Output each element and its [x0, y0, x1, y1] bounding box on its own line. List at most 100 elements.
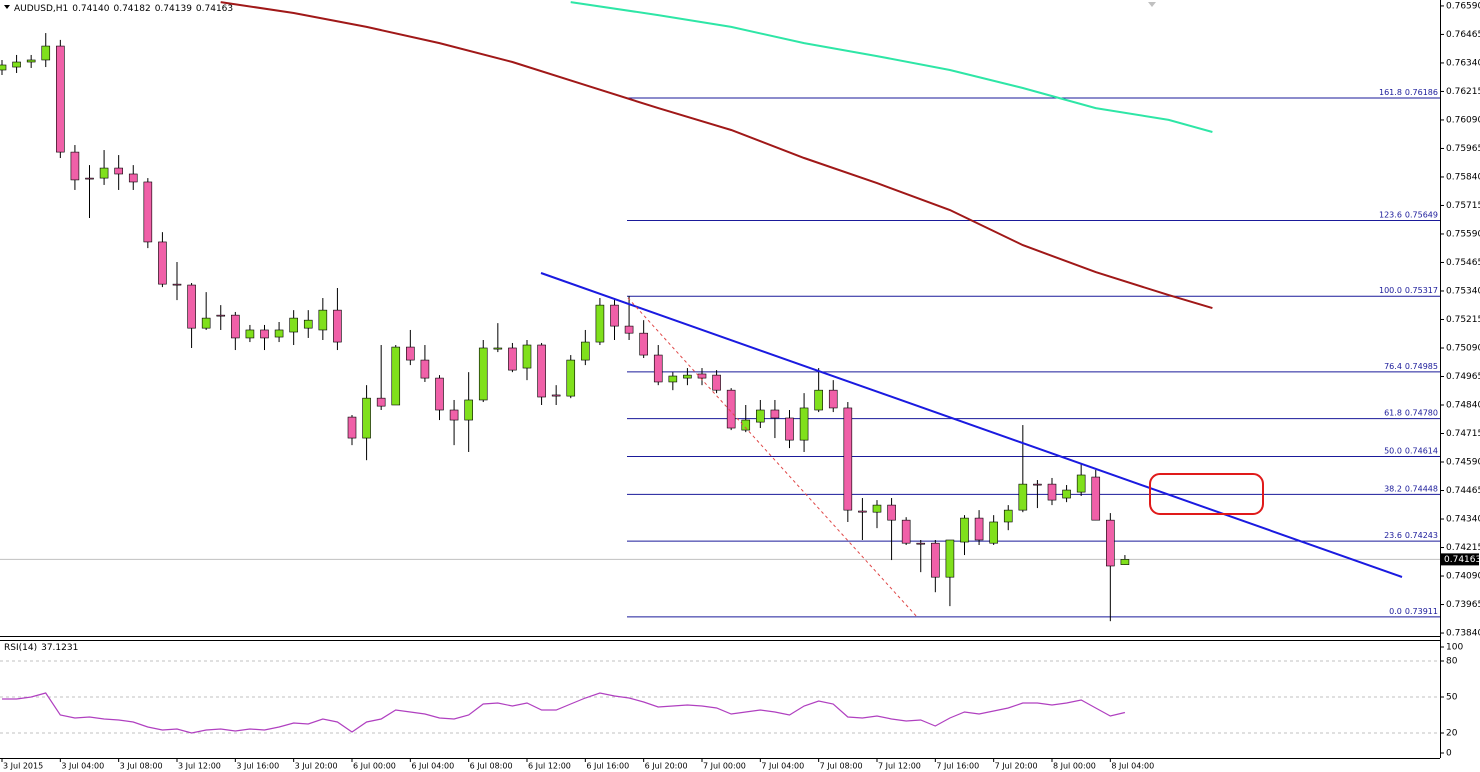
fib-label: 76.4 0.74985 — [1384, 361, 1438, 370]
candle-body — [449, 409, 459, 421]
highlight-box — [1149, 473, 1264, 515]
candle-body — [0, 64, 7, 71]
x-tick-label: 3 Jul 20:00 — [295, 762, 338, 771]
moving-average — [570, 1, 1213, 133]
x-tick-label: 8 Jul 00:00 — [1053, 762, 1096, 771]
candle-body — [464, 399, 473, 421]
x-tick-label: 6 Jul 00:00 — [353, 762, 396, 771]
candle-body — [595, 304, 605, 343]
y-tick-label: 0.74840 — [1446, 400, 1480, 410]
candle-body — [187, 284, 196, 329]
fib-price: 0.75317 — [1405, 286, 1438, 295]
y-tick-label: 0 — [1446, 749, 1452, 759]
candle-body — [683, 374, 692, 379]
candle-body — [333, 309, 342, 343]
candle-body — [41, 45, 51, 61]
candle-body — [143, 181, 153, 243]
candle-body — [522, 344, 532, 369]
x-tick-label: 3 Jul 12:00 — [178, 762, 221, 771]
ohlc-close: 0.74163 — [196, 4, 233, 14]
candle-body — [712, 374, 721, 391]
y-tick-label: 0.76215 — [1446, 87, 1480, 97]
y-tick-label: 50 — [1446, 693, 1458, 703]
candle-body — [376, 397, 386, 407]
candle-body — [931, 542, 940, 578]
candle-body — [478, 347, 488, 401]
ohlc-open: 0.74140 — [72, 4, 109, 14]
candle-body — [508, 347, 517, 371]
candle-body — [639, 332, 648, 356]
menu-icon — [4, 5, 10, 9]
fib-label: 100.0 0.75317 — [1379, 286, 1438, 295]
candle-body — [245, 329, 255, 339]
y-tick-label: 0.76340 — [1446, 58, 1480, 68]
candle-body — [158, 241, 167, 285]
candle-body — [566, 359, 576, 397]
fib-ratio: 23.6 — [1384, 531, 1402, 540]
y-tick-label: 0.73965 — [1446, 600, 1480, 610]
candle-body — [828, 389, 838, 409]
candle-body — [668, 375, 678, 383]
candle-body — [1120, 559, 1130, 565]
candle-body — [799, 407, 809, 441]
candle-body — [362, 397, 371, 439]
x-tick-label: 3 Jul 16:00 — [236, 762, 279, 771]
candle-body — [406, 346, 415, 361]
y-tick-label: 0.75340 — [1446, 286, 1480, 296]
y-tick-label: 0.75965 — [1446, 144, 1480, 154]
x-tick-label: 7 Jul 08:00 — [820, 762, 863, 771]
candle-body — [697, 373, 707, 379]
fib-price: 0.74448 — [1405, 484, 1438, 493]
candle-body — [260, 329, 269, 339]
candle-body — [1018, 483, 1028, 511]
fib-label: 50.0 0.74614 — [1384, 446, 1438, 455]
candle-body — [653, 354, 663, 383]
candle-body — [916, 542, 926, 545]
candle-body — [785, 417, 794, 441]
candle-body — [624, 325, 634, 334]
candle-body — [843, 407, 853, 511]
candle-body — [493, 347, 503, 350]
rsi-header: RSI(14) 37.1231 — [4, 643, 78, 653]
fib-ratio: 161.8 — [1379, 88, 1402, 97]
x-tick-label: 6 Jul 16:00 — [586, 762, 629, 771]
y-tick-label: 0.74465 — [1446, 486, 1480, 496]
price-marker — [1441, 553, 1479, 566]
fib-price: 0.74243 — [1405, 531, 1438, 540]
rsi-line — [2, 692, 1126, 734]
y-tick-label: 0.75590 — [1446, 229, 1480, 239]
candle-body — [216, 314, 226, 317]
candle-body — [1062, 489, 1071, 499]
candle-body — [26, 59, 36, 63]
y-tick-label: 80 — [1446, 657, 1458, 667]
candle-body — [303, 319, 313, 329]
y-tick-label: 0.73840 — [1446, 629, 1480, 639]
y-tick-label: 0.75090 — [1446, 343, 1480, 353]
fib-ratio: 100.0 — [1379, 286, 1402, 295]
candle-body — [858, 510, 867, 513]
fib-price: 0.75649 — [1405, 210, 1438, 219]
fib-price: 0.74614 — [1405, 446, 1438, 455]
fib-ratio: 0.0 — [1389, 606, 1402, 615]
candle-body — [741, 419, 751, 431]
candle-body — [318, 309, 328, 331]
y-tick-label: 0.75840 — [1446, 172, 1480, 182]
candle-body — [1091, 476, 1101, 521]
candle-body — [901, 519, 911, 544]
candle-body — [610, 304, 619, 327]
x-tick-label: 8 Jul 04:00 — [1111, 762, 1154, 771]
candle-body — [814, 389, 823, 411]
y-tick-label: 0.75215 — [1446, 315, 1480, 325]
candle-body — [420, 359, 430, 379]
candle-body — [989, 521, 998, 544]
y-tick-label: 20 — [1446, 729, 1458, 739]
x-tick-label: 7 Jul 16:00 — [936, 762, 979, 771]
candle-body — [201, 317, 211, 329]
candle-body — [872, 504, 882, 513]
fib-price: 0.74985 — [1405, 361, 1438, 370]
candle-body — [231, 314, 240, 339]
candle-body — [1003, 509, 1013, 523]
candle-body — [726, 389, 736, 429]
x-tick-label: 6 Jul 04:00 — [411, 762, 454, 771]
